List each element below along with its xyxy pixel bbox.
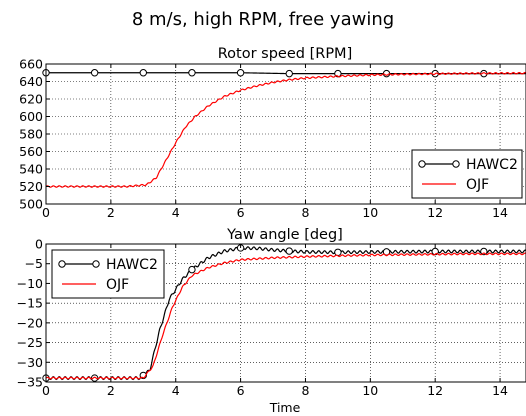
y-tick-label: −30 [17, 355, 43, 370]
x-axis-label: Time [269, 400, 301, 415]
y-tick-label: 640 [19, 74, 43, 89]
ojf-series-line [46, 252, 526, 380]
x-tick-label: 10 [362, 383, 378, 398]
x-tick-label: 8 [301, 383, 309, 398]
hawc2-marker [188, 69, 196, 77]
ojf-series-line [46, 71, 526, 188]
y-tick-label: 500 [19, 197, 43, 212]
y-tick-label: 520 [19, 179, 43, 194]
hawc2-marker [236, 69, 245, 77]
x-tick-label: 8 [301, 205, 309, 220]
y-tick-label: −25 [17, 335, 43, 350]
hawc2-marker [285, 69, 293, 78]
hawc2-marker [90, 69, 99, 77]
legend-label: HAWC2 [106, 257, 158, 273]
legend: HAWC2 OJF [411, 149, 523, 199]
legend-marker [92, 260, 100, 268]
y-tick-label: 0 [35, 237, 43, 252]
yaw-angle-panel: Yaw angle [deg] 0 2 4 6 8 10 12 14 0 −5 −10 −15 −20 −… [17, 227, 526, 398]
legend-label: HAWC2 [466, 157, 518, 173]
figure-suptitle: 8 m/s, high RPM, free yawing [132, 9, 394, 30]
y-tick-label: 660 [19, 57, 43, 72]
legend-marker [58, 260, 66, 268]
x-tick-label: 6 [237, 205, 245, 220]
x-tick-label: 14 [492, 205, 508, 220]
y-tick-label: 580 [19, 127, 43, 142]
y-tick-label: −20 [17, 315, 43, 330]
legend: HAWC2 OJF [51, 249, 165, 299]
x-tick-label: 10 [362, 205, 378, 220]
y-tick-label: −10 [17, 276, 43, 291]
hawc2-marker [334, 248, 342, 256]
y-tick-label: −5 [25, 256, 43, 271]
y-tick-label: −35 [17, 375, 43, 390]
hawc2-marker [90, 374, 99, 382]
hawc2-marker [188, 265, 196, 274]
legend-label: OJF [466, 177, 489, 193]
x-tick-label: 14 [492, 383, 508, 398]
y-tick-label: 620 [19, 92, 43, 107]
x-tick-label: 6 [237, 383, 245, 398]
hawc2-marker [480, 247, 488, 256]
x-tick-label: 2 [107, 383, 115, 398]
x-tick-label: 2 [107, 205, 115, 220]
x-tick-label: 12 [427, 383, 443, 398]
rotor-speed-panel: Rotor speed [RPM] 0 2 4 6 8 10 12 14 500 520 540 56… [19, 46, 526, 220]
y-tick-label: 600 [19, 109, 43, 124]
x-tick-label: 12 [427, 205, 443, 220]
y-tick-label: −15 [17, 296, 43, 311]
x-tick-label: 0 [42, 205, 50, 220]
legend-marker [418, 160, 426, 168]
hawc2-marker [139, 69, 147, 77]
legend-marker [452, 160, 460, 168]
legend-box [411, 149, 523, 199]
x-tick-label: 4 [172, 205, 180, 220]
x-tick-label: 0 [42, 383, 50, 398]
legend-label: OJF [106, 277, 129, 293]
axes-frame [45, 243, 526, 383]
rotor-speed-title: Rotor speed [RPM] [218, 46, 352, 62]
hawc2-marker [285, 247, 293, 255]
legend-box [51, 249, 165, 299]
y-tick-label: 540 [19, 162, 43, 177]
x-tick-label: 4 [172, 383, 180, 398]
yaw-angle-title: Yaw angle [deg] [226, 227, 343, 243]
y-tick-label: 560 [19, 144, 43, 159]
